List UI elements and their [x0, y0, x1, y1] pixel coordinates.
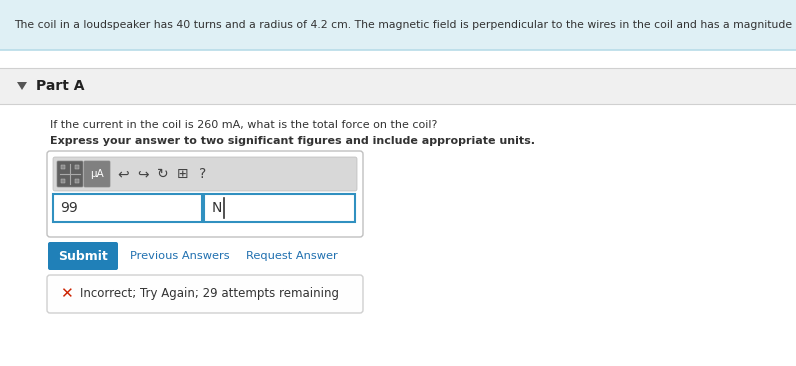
Text: 99: 99 — [60, 201, 78, 215]
FancyBboxPatch shape — [47, 151, 363, 237]
Text: ↪: ↪ — [137, 167, 149, 181]
FancyBboxPatch shape — [53, 157, 357, 191]
Text: ⊞: ⊞ — [178, 167, 189, 181]
Text: If the current in the coil is 260 mA, what is the total force on the coil?: If the current in the coil is 260 mA, wh… — [50, 120, 437, 130]
Text: ✕: ✕ — [60, 287, 72, 302]
Polygon shape — [17, 82, 27, 90]
FancyBboxPatch shape — [61, 179, 65, 183]
FancyBboxPatch shape — [0, 104, 796, 366]
FancyBboxPatch shape — [0, 68, 796, 104]
Text: Express your answer to two significant figures and include appropriate units.: Express your answer to two significant f… — [50, 136, 535, 146]
Text: Request Answer: Request Answer — [246, 251, 338, 261]
Text: Part A: Part A — [36, 79, 84, 93]
FancyBboxPatch shape — [48, 242, 118, 270]
FancyBboxPatch shape — [53, 194, 202, 222]
FancyBboxPatch shape — [84, 161, 110, 187]
FancyBboxPatch shape — [0, 50, 796, 68]
FancyBboxPatch shape — [0, 0, 796, 50]
FancyBboxPatch shape — [204, 194, 355, 222]
FancyBboxPatch shape — [61, 165, 65, 169]
Text: Submit: Submit — [58, 250, 108, 262]
Text: ?: ? — [199, 167, 207, 181]
Text: Previous Answers: Previous Answers — [130, 251, 229, 261]
Text: ↻: ↻ — [157, 167, 169, 181]
Text: N: N — [212, 201, 222, 215]
FancyBboxPatch shape — [47, 275, 363, 313]
Text: ↩: ↩ — [117, 167, 129, 181]
Text: The coil in a loudspeaker has 40 turns and a radius of 4.2 cm. The magnetic fiel: The coil in a loudspeaker has 40 turns a… — [14, 20, 796, 30]
Text: μA: μA — [90, 169, 103, 179]
FancyBboxPatch shape — [75, 165, 79, 169]
FancyBboxPatch shape — [57, 161, 83, 187]
Text: Incorrect; Try Again; 29 attempts remaining: Incorrect; Try Again; 29 attempts remain… — [80, 288, 339, 300]
FancyBboxPatch shape — [75, 179, 79, 183]
